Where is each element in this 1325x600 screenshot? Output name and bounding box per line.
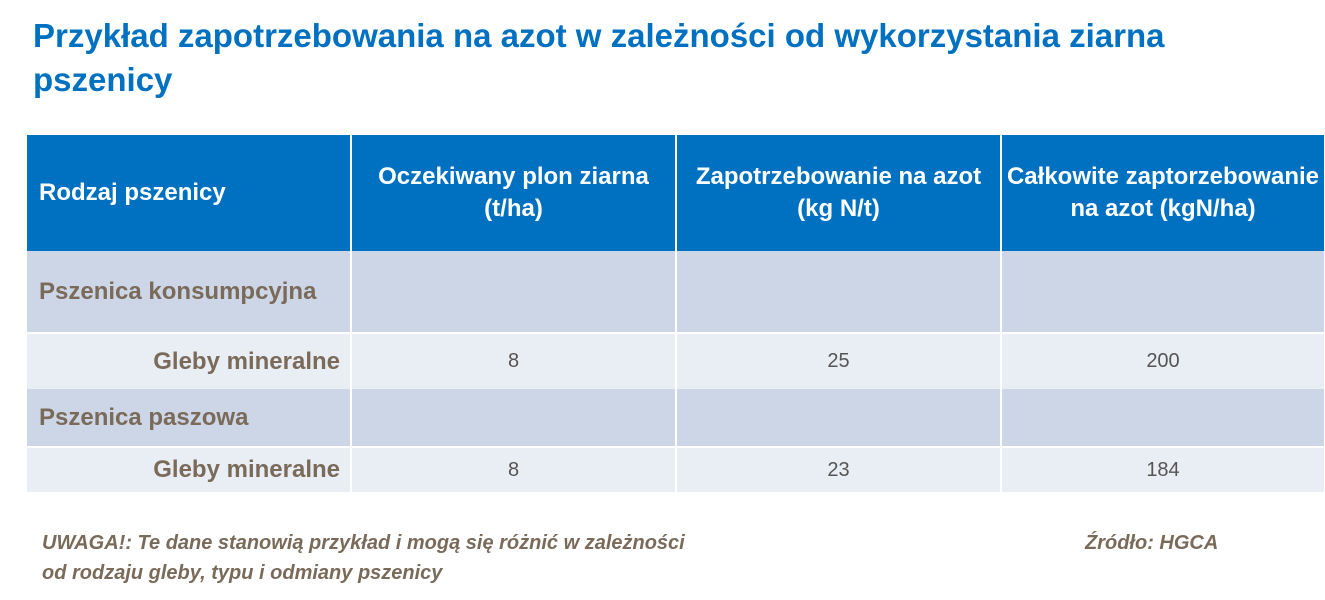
table-row: Pszenica konsumpcyjna xyxy=(25,251,1325,333)
row-label: Gleby mineralne xyxy=(25,332,352,389)
table-cell: 8 xyxy=(350,446,677,492)
table-cell: 200 xyxy=(1000,332,1325,389)
table-cell xyxy=(1000,251,1325,333)
table-cell xyxy=(1000,389,1325,447)
table-cell: 25 xyxy=(675,332,1002,389)
row-label: Pszenica konsumpcyjna xyxy=(25,251,352,333)
table-cell xyxy=(350,389,677,447)
column-header-total-nitrogen: Całkowite zaptorzebowanie na azot (kgN/h… xyxy=(1000,135,1325,251)
column-header-expected-yield: Oczekiwany plon ziarna (t/ha) xyxy=(350,135,677,251)
table-cell xyxy=(675,251,1002,333)
source-credit: Źródło: HGCA xyxy=(1085,532,1219,554)
table-row: Gleby mineralne 8 25 200 xyxy=(25,332,1325,389)
table-cell: 8 xyxy=(350,332,677,389)
nitrogen-requirement-table: Rodzaj pszenicy Oczekiwany plon ziarna (… xyxy=(25,135,1325,492)
column-header-nitrogen-per-ton: Zapotrzebowanie na azot (kg N/t) xyxy=(675,135,1002,251)
page-title: Przykład zapotrzebowania na azot w zależ… xyxy=(33,17,1165,98)
table-cell: 184 xyxy=(1000,446,1325,492)
table-header-row: Rodzaj pszenicy Oczekiwany plon ziarna (… xyxy=(25,135,1325,251)
table-row: Pszenica paszowa xyxy=(25,389,1325,447)
table-row: Gleby mineralne 8 23 184 xyxy=(25,446,1325,492)
table-cell xyxy=(675,389,1002,447)
row-label: Gleby mineralne xyxy=(25,446,352,492)
disclaimer-line: od rodzaju gleby, typu i odmiany pszenic… xyxy=(42,562,443,584)
disclaimer-note: UWAGA!: Te dane stanowią przykład i mogą… xyxy=(42,528,902,588)
disclaimer-line: UWAGA!: Te dane stanowią przykład i mogą… xyxy=(42,532,685,554)
row-label: Pszenica paszowa xyxy=(25,389,352,447)
table-cell xyxy=(350,251,677,333)
column-header-wheat-type: Rodzaj pszenicy xyxy=(25,135,352,251)
table-cell: 23 xyxy=(675,446,1002,492)
